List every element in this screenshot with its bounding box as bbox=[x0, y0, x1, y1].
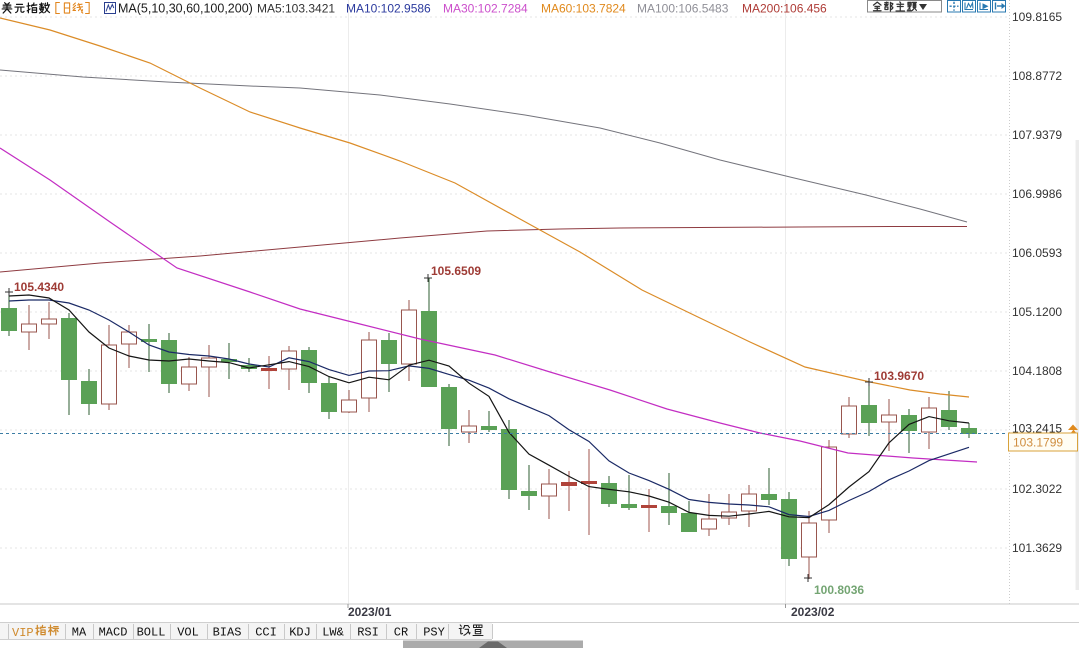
svg-text:109.8165: 109.8165 bbox=[1012, 10, 1062, 24]
svg-text:2023/02: 2023/02 bbox=[791, 605, 835, 619]
svg-text:106.9986: 106.9986 bbox=[1012, 187, 1062, 201]
svg-text:MACD: MACD bbox=[99, 626, 128, 640]
svg-text:106.0593: 106.0593 bbox=[1012, 246, 1062, 260]
svg-text:MA30:102.7284: MA30:102.7284 bbox=[443, 2, 528, 16]
svg-text:KDJ: KDJ bbox=[289, 626, 311, 640]
svg-text:101.3629: 101.3629 bbox=[1012, 541, 1062, 555]
svg-text:103.9670: 103.9670 bbox=[874, 369, 924, 383]
svg-text:103.1799: 103.1799 bbox=[1013, 436, 1063, 450]
svg-text:CR: CR bbox=[394, 626, 408, 640]
svg-text:LW&: LW& bbox=[322, 626, 344, 640]
svg-text:MA: MA bbox=[72, 626, 87, 640]
svg-text:100.8036: 100.8036 bbox=[814, 583, 864, 597]
svg-text:VOL: VOL bbox=[177, 626, 199, 640]
svg-text:107.9379: 107.9379 bbox=[1012, 128, 1062, 142]
svg-text:105.6509: 105.6509 bbox=[431, 264, 481, 278]
svg-text:MA60:103.7824: MA60:103.7824 bbox=[541, 2, 626, 16]
svg-text:BOLL: BOLL bbox=[137, 626, 166, 640]
svg-text:102.3022: 102.3022 bbox=[1012, 482, 1062, 496]
svg-text:MA(5,10,30,60,100,200): MA(5,10,30,60,100,200) bbox=[118, 2, 253, 16]
svg-text:108.8772: 108.8772 bbox=[1012, 69, 1062, 83]
svg-text:VIP: VIP bbox=[12, 626, 34, 640]
svg-text:103.2415: 103.2415 bbox=[1012, 422, 1062, 436]
svg-text:105.4340: 105.4340 bbox=[14, 280, 64, 294]
svg-text:MA5:103.3421: MA5:103.3421 bbox=[257, 2, 335, 16]
svg-text:PSY: PSY bbox=[423, 626, 445, 640]
svg-text:CCI: CCI bbox=[255, 626, 277, 640]
svg-text:104.1808: 104.1808 bbox=[1012, 364, 1062, 378]
svg-text:MA200:106.456: MA200:106.456 bbox=[742, 2, 827, 16]
svg-text:MA100:106.5483: MA100:106.5483 bbox=[637, 2, 729, 16]
svg-text:2023/01: 2023/01 bbox=[348, 605, 392, 619]
svg-text:BIAS: BIAS bbox=[213, 626, 242, 640]
svg-text:105.1200: 105.1200 bbox=[1012, 305, 1062, 319]
svg-text:MA10:102.9586: MA10:102.9586 bbox=[346, 2, 431, 16]
svg-text:RSI: RSI bbox=[357, 626, 379, 640]
